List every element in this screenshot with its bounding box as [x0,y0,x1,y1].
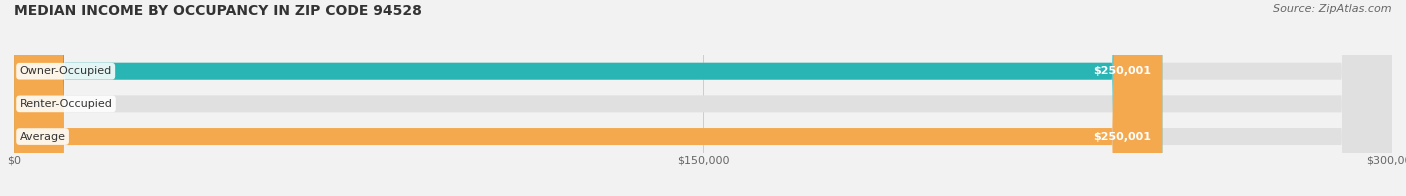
FancyBboxPatch shape [14,0,1163,196]
FancyBboxPatch shape [14,0,1392,196]
Text: Owner-Occupied: Owner-Occupied [20,66,112,76]
Text: Source: ZipAtlas.com: Source: ZipAtlas.com [1274,4,1392,14]
Text: $250,001: $250,001 [1094,66,1152,76]
Text: $0: $0 [31,99,45,109]
Text: Average: Average [20,132,66,142]
FancyBboxPatch shape [14,0,1392,196]
Text: $250,001: $250,001 [1094,132,1152,142]
Text: MEDIAN INCOME BY OCCUPANCY IN ZIP CODE 94528: MEDIAN INCOME BY OCCUPANCY IN ZIP CODE 9… [14,4,422,18]
FancyBboxPatch shape [14,0,1392,196]
FancyBboxPatch shape [14,0,1163,196]
Text: Renter-Occupied: Renter-Occupied [20,99,112,109]
